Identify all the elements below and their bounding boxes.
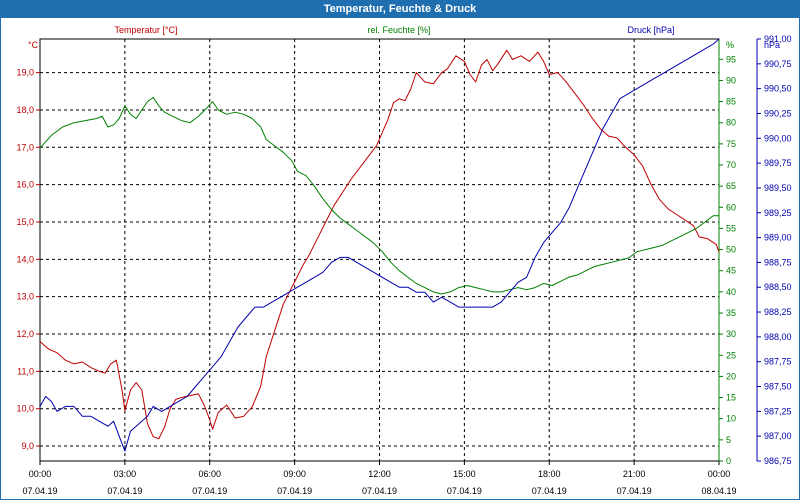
pressure-tick-label: 987,00 (764, 431, 792, 441)
pressure-tick-label: 989,25 (764, 208, 792, 218)
humidity-tick-label: 10 (726, 414, 736, 424)
chart-title: Temperatur, Feuchte & Druck (0, 0, 800, 18)
humidity-tick-label: 85 (726, 97, 736, 107)
pressure-tick-label: 990,50 (764, 84, 792, 94)
pressure-series-title: Druck [hPa] (627, 25, 674, 35)
humidity-tick-label: 45 (726, 266, 736, 276)
humidity-tick-label: 30 (726, 329, 736, 339)
temp-tick-label: 12,0 (16, 329, 34, 339)
humidity-tick-label: 60 (726, 202, 736, 212)
pressure-tick-label: 988,25 (764, 307, 792, 317)
x-date-label: 07.04.19 (107, 486, 142, 496)
humidity-tick-label: 95 (726, 54, 736, 64)
temp-tick-label: 10,0 (16, 404, 34, 414)
humidity-tick-label: 25 (726, 350, 736, 360)
temp-tick-label: 9,0 (21, 441, 34, 451)
pressure-tick-label: 989,00 (764, 233, 792, 243)
humidity-tick-label: 65 (726, 181, 736, 191)
temp-series-title: Temperatur [°C] (114, 25, 177, 35)
x-time-label: 15:00 (453, 469, 476, 479)
x-date-label: 07.04.19 (22, 486, 57, 496)
humidity-tick-label: 0 (726, 456, 731, 466)
x-date-label: 07.04.19 (192, 486, 227, 496)
temp-series-line (39, 49, 720, 440)
x-time-label: 12:00 (368, 469, 391, 479)
pressure-tick-label: 988,50 (764, 282, 792, 292)
pressure-tick-label: 987,75 (764, 357, 792, 367)
temp-tick-label: 14,0 (16, 254, 34, 264)
x-date-label: 07.04.19 (532, 486, 567, 496)
x-time-label: 06:00 (198, 469, 221, 479)
temp-tick-label: 17,0 (16, 142, 34, 152)
x-time-label: 00:00 (29, 469, 52, 479)
x-date-label: 07.04.19 (617, 486, 652, 496)
x-date-label: 07.04.19 (362, 486, 397, 496)
humidity-tick-label: 75 (726, 139, 736, 149)
chart-svg: 9,0 10,0 11,0 12,0 13,0 14,0 15,0 16,0 17,0 18,0 1… (16, 25, 792, 496)
x-date-label: 08.04.19 (701, 486, 736, 496)
temp-tick-label: 15,0 (16, 217, 34, 227)
press-series-line (39, 38, 720, 452)
humidity-tick-label: 40 (726, 287, 736, 297)
humidity-tick-label: 15 (726, 393, 736, 403)
humidity-tick-label: 70 (726, 160, 736, 170)
humidity-tick-label: 80 (726, 118, 736, 128)
humidity-tick-label: 50 (726, 245, 736, 255)
x-time-label: 00:00 (708, 469, 731, 479)
x-time-label: 09:00 (283, 469, 306, 479)
temp-tick-label: 16,0 (16, 180, 34, 190)
pressure-tick-label: 987,25 (764, 406, 792, 416)
humidity-unit-label: % (726, 40, 734, 50)
x-date-label: 07.04.19 (277, 486, 312, 496)
temp-tick-label: 19,0 (16, 68, 34, 78)
pressure-tick-label: 990,00 (764, 133, 792, 143)
x-time-label: 03:00 (114, 469, 137, 479)
humidity-series-title: rel. Feuchte [%] (367, 25, 430, 35)
x-time-label: 21:00 (623, 469, 646, 479)
pressure-tick-label: 988,75 (764, 257, 792, 267)
pressure-tick-label: 990,25 (764, 108, 792, 118)
temp-tick-label: 11,0 (17, 366, 34, 376)
pressure-tick-label: 989,50 (764, 183, 792, 193)
humidity-tick-label: 90 (726, 75, 736, 85)
temp-tick-label: 13,0 (16, 292, 34, 302)
x-time-label: 18:00 (538, 469, 561, 479)
humidity-tick-label: 55 (726, 223, 736, 233)
pressure-unit-label: hPa (764, 40, 780, 50)
x-date-label: 07.04.19 (447, 486, 482, 496)
humidity-tick-label: 5 (726, 435, 731, 445)
pressure-tick-label: 988,00 (764, 332, 792, 342)
pressure-tick-label: 991,00 (764, 34, 792, 44)
pressure-tick-label: 987,50 (764, 382, 792, 392)
temp-unit-label: °C (28, 40, 39, 50)
humidity-tick-label: 20 (726, 371, 736, 381)
temp-tick-label: 18,0 (16, 105, 34, 115)
humidity-tick-label: 35 (726, 308, 736, 318)
pressure-tick-label: 990,75 (764, 59, 792, 69)
pressure-tick-label: 989,75 (764, 158, 792, 168)
pressure-tick-label: 986,75 (764, 456, 792, 466)
chart-frame: 9,0 10,0 11,0 12,0 13,0 14,0 15,0 16,0 17,0 18,0 1… (0, 18, 800, 500)
hum-series-line (39, 96, 719, 295)
